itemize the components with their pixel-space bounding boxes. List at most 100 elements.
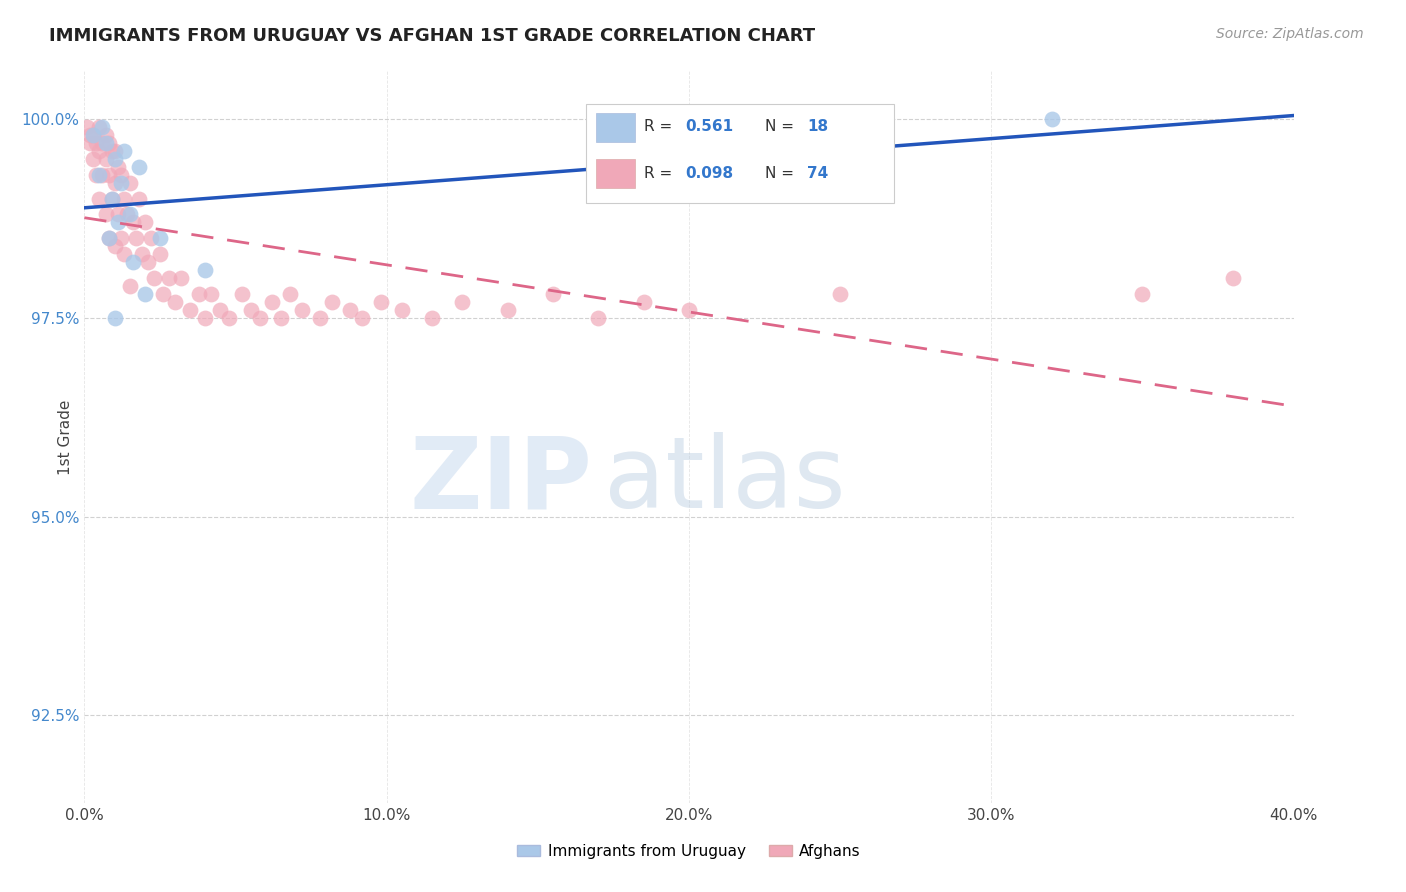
Point <box>194 263 217 277</box>
Text: IMMIGRANTS FROM URUGUAY VS AFGHAN 1ST GRADE CORRELATION CHART: IMMIGRANTS FROM URUGUAY VS AFGHAN 1ST GR… <box>49 27 815 45</box>
Point <box>152 287 174 301</box>
Point <box>97 136 120 150</box>
Point <box>112 192 135 206</box>
Point <box>107 215 129 229</box>
Text: N =: N = <box>765 166 799 181</box>
Point <box>209 302 232 317</box>
Point <box>91 120 114 134</box>
Point <box>231 287 253 301</box>
Point <box>121 255 143 269</box>
Point <box>249 310 271 325</box>
Point <box>134 287 156 301</box>
Point <box>89 192 111 206</box>
Point <box>118 279 141 293</box>
Point <box>131 247 153 261</box>
Point <box>420 310 443 325</box>
Text: ZIP: ZIP <box>409 433 592 530</box>
Point <box>260 294 283 309</box>
Point <box>104 176 127 190</box>
Point <box>110 176 132 190</box>
Point <box>194 310 217 325</box>
Point <box>107 160 129 174</box>
Text: N =: N = <box>765 119 799 134</box>
Point <box>100 192 122 206</box>
Point <box>121 215 143 229</box>
Text: 0.561: 0.561 <box>685 119 734 134</box>
Point <box>496 302 519 317</box>
Point <box>218 310 240 325</box>
Point <box>149 231 172 245</box>
Point <box>391 302 413 317</box>
Point <box>94 207 117 221</box>
Point <box>91 168 114 182</box>
Point <box>309 310 332 325</box>
Point <box>128 192 150 206</box>
Point <box>1222 271 1244 285</box>
Point <box>104 239 127 253</box>
Point <box>89 120 111 134</box>
Bar <box>596 159 634 188</box>
Point <box>157 271 180 285</box>
Point <box>200 287 222 301</box>
Point <box>678 302 700 317</box>
Point <box>79 136 101 150</box>
Point <box>94 128 117 142</box>
Point <box>94 136 117 150</box>
Point <box>89 144 111 158</box>
Point <box>278 287 301 301</box>
Point <box>104 152 127 166</box>
Point <box>86 168 108 182</box>
Point <box>112 247 135 261</box>
Text: R =: R = <box>644 119 678 134</box>
Point <box>100 144 122 158</box>
Text: atlas: atlas <box>605 433 846 530</box>
Point <box>339 302 361 317</box>
Point <box>291 302 314 317</box>
Point <box>188 287 211 301</box>
Point <box>134 215 156 229</box>
Point <box>89 168 111 182</box>
Point <box>112 144 135 158</box>
Point <box>76 120 98 134</box>
Point <box>633 294 655 309</box>
Y-axis label: 1st Grade: 1st Grade <box>58 400 73 475</box>
Text: 0.098: 0.098 <box>685 166 734 181</box>
Point <box>142 271 165 285</box>
Point <box>149 247 172 261</box>
Point <box>110 168 132 182</box>
Bar <box>596 113 634 143</box>
Point <box>370 294 392 309</box>
Point <box>110 231 132 245</box>
Text: R =: R = <box>644 166 678 181</box>
Text: 18: 18 <box>807 119 828 134</box>
Point <box>139 231 162 245</box>
Point <box>104 144 127 158</box>
Point <box>107 207 129 221</box>
Legend: Immigrants from Uruguay, Afghans: Immigrants from Uruguay, Afghans <box>510 838 868 864</box>
Point <box>830 287 852 301</box>
Point <box>82 128 104 142</box>
Point <box>82 128 104 142</box>
Point <box>270 310 292 325</box>
Point <box>97 168 120 182</box>
Point <box>125 231 148 245</box>
Text: Source: ZipAtlas.com: Source: ZipAtlas.com <box>1216 27 1364 41</box>
Point <box>94 152 117 166</box>
Point <box>588 310 610 325</box>
Point <box>97 231 120 245</box>
Point <box>541 287 564 301</box>
Point <box>86 136 108 150</box>
Point <box>100 192 122 206</box>
Text: 74: 74 <box>807 166 828 181</box>
Point <box>179 302 201 317</box>
Point <box>170 271 193 285</box>
Point <box>104 310 127 325</box>
Point <box>239 302 262 317</box>
FancyBboxPatch shape <box>586 104 894 203</box>
Point <box>165 294 187 309</box>
Point <box>352 310 374 325</box>
Point <box>1130 287 1153 301</box>
Point <box>451 294 474 309</box>
Point <box>118 207 141 221</box>
Point <box>1040 112 1063 126</box>
